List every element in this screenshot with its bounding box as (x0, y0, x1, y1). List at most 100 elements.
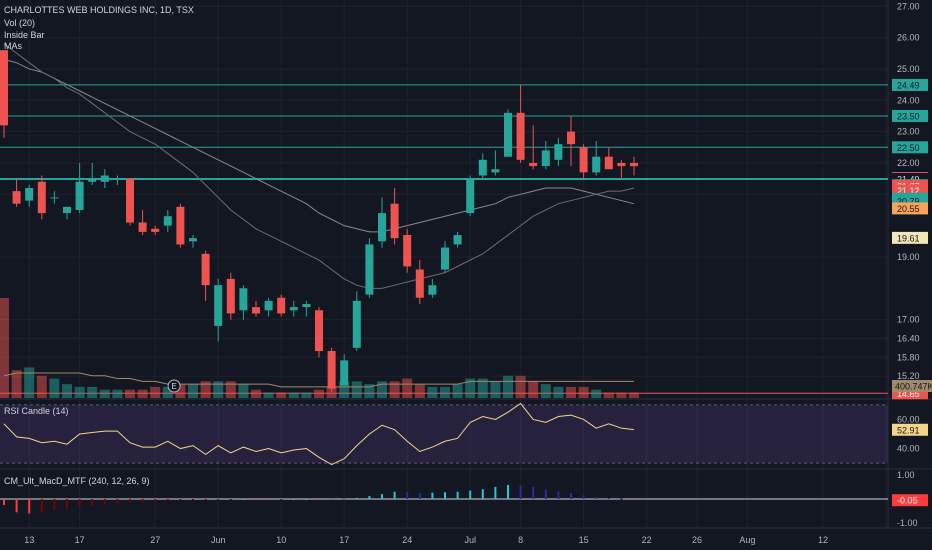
volume-bar (288, 392, 299, 398)
candle-body (264, 300, 273, 311)
candle[interactable] (126, 178, 134, 226)
candle-body (315, 310, 323, 351)
candle[interactable] (428, 278, 437, 298)
volume-bar (99, 389, 110, 398)
candle[interactable] (327, 347, 336, 392)
candle[interactable] (378, 197, 386, 248)
candle[interactable] (37, 175, 46, 220)
candle[interactable] (289, 300, 298, 317)
candle[interactable] (88, 162, 97, 185)
candle[interactable] (151, 225, 160, 236)
price-label-badge: 19.61 (892, 231, 928, 244)
volume-value-bg (892, 380, 932, 392)
price-label-text: 22.50 (897, 143, 920, 153)
time-tick-label: 12 (818, 535, 828, 545)
candle[interactable] (226, 272, 235, 320)
price-tick-label: 26.00 (897, 33, 920, 43)
time-tick-label: 24 (402, 535, 412, 545)
candle[interactable] (75, 162, 84, 214)
candle[interactable] (441, 241, 449, 273)
candle[interactable] (239, 285, 248, 320)
ma-fast-line[interactable] (3, 43, 635, 289)
candle[interactable] (403, 228, 412, 273)
candle[interactable] (0, 50, 8, 138)
candle[interactable] (352, 291, 361, 351)
inside-bar-legend[interactable]: Inside Bar (4, 30, 45, 40)
candle[interactable] (25, 184, 34, 207)
candle[interactable] (579, 144, 588, 179)
candle[interactable] (315, 307, 323, 358)
candle[interactable] (415, 260, 424, 304)
candle[interactable] (491, 150, 500, 176)
macd-legend[interactable]: CM_Ult_MacD_MTF (240, 12, 26, 9) (4, 476, 150, 486)
price-tick-label: 24.00 (897, 95, 920, 105)
candle-body (327, 350, 336, 389)
candle-body (478, 159, 487, 176)
volume-bar (276, 392, 287, 398)
candle-body (592, 156, 601, 173)
candle[interactable] (541, 141, 550, 170)
price-label-text: 19.61 (897, 233, 920, 243)
candle[interactable] (516, 84, 525, 163)
time-tick-label: Aug (739, 535, 755, 545)
macd-histogram-bar (154, 499, 157, 502)
candle[interactable] (63, 206, 71, 220)
candle[interactable] (302, 300, 311, 317)
candle[interactable] (138, 209, 147, 236)
candle-body (403, 235, 412, 267)
macd-tick-label: 1.00 (897, 470, 915, 480)
macd-histogram-bar (532, 486, 535, 499)
macd-histogram-bar (431, 492, 434, 499)
candle-body (138, 222, 147, 232)
candle[interactable] (113, 175, 122, 185)
ma-slow-line[interactable] (3, 59, 635, 233)
candle[interactable] (201, 250, 210, 301)
candle[interactable] (365, 238, 374, 298)
macd-histogram-bar (494, 486, 497, 499)
candle[interactable] (567, 115, 575, 167)
candle-body (491, 169, 500, 173)
candle[interactable] (592, 141, 601, 176)
macd-value-badge: -0.05 (892, 494, 928, 507)
candle[interactable] (214, 278, 223, 342)
candle[interactable] (453, 231, 462, 248)
candle[interactable] (504, 109, 512, 157)
candle[interactable] (466, 175, 475, 217)
candle[interactable] (529, 125, 538, 170)
macd-histogram-bar (66, 499, 68, 509)
candle[interactable] (189, 235, 197, 248)
rsi-legend[interactable]: RSI Candle (14) (4, 406, 69, 416)
volume-bar (188, 384, 198, 398)
candle-body (466, 178, 475, 214)
candle-body (25, 188, 34, 201)
volume-legend[interactable]: Vol (20) (4, 18, 36, 28)
candle[interactable] (100, 169, 109, 189)
rsi-line[interactable] (3, 402, 635, 466)
candle[interactable] (50, 191, 59, 204)
volume-value-text: 400.747K (895, 382, 932, 392)
candle[interactable] (277, 294, 286, 317)
candle[interactable] (478, 153, 487, 179)
candle[interactable] (630, 156, 638, 176)
volume-bar (540, 384, 551, 398)
candle-body (630, 162, 638, 167)
candle[interactable] (604, 147, 613, 170)
candle[interactable] (12, 178, 21, 207)
volume-bar (440, 386, 450, 398)
earnings-marker[interactable]: E (167, 379, 181, 393)
ma-legend[interactable]: MAs (4, 41, 22, 51)
candle[interactable] (617, 159, 626, 179)
candle[interactable] (176, 203, 185, 248)
candle[interactable] (264, 297, 273, 317)
macd-histogram-bar (179, 499, 182, 501)
rsi-band (0, 404, 888, 464)
candle[interactable] (554, 137, 563, 167)
candle[interactable] (252, 300, 260, 317)
price-label-text: 14.65 (897, 389, 920, 399)
candle-body (529, 162, 538, 167)
candle[interactable] (340, 354, 349, 386)
macd-histogram-bar (343, 498, 346, 500)
candle[interactable] (390, 188, 399, 245)
candle[interactable] (163, 209, 172, 232)
